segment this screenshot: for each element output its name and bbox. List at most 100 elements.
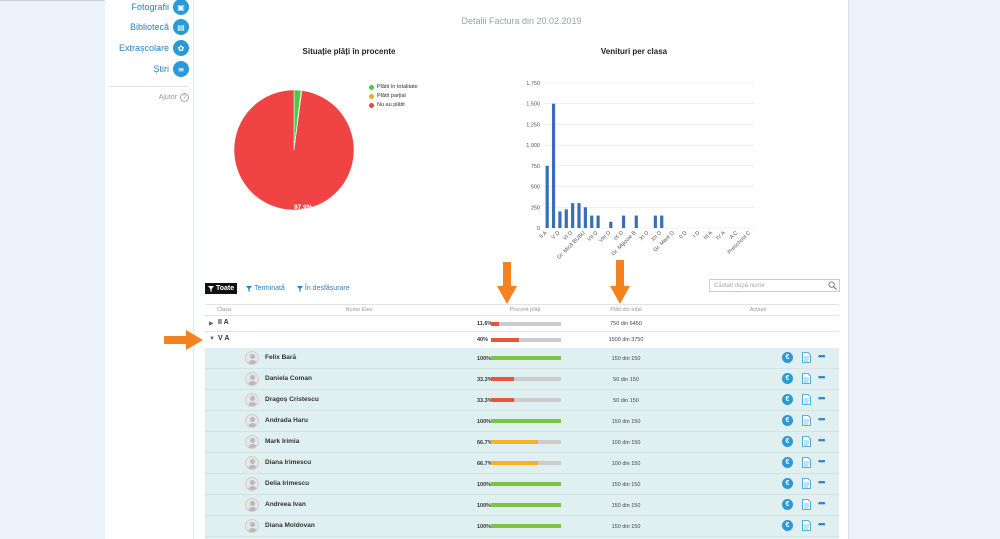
document-icon[interactable] <box>802 499 811 510</box>
more-options-button[interactable]: ••• <box>818 498 826 508</box>
document-icon[interactable] <box>802 373 811 384</box>
help-link[interactable]: Ajutor ? <box>159 93 189 102</box>
bar[interactable] <box>571 203 575 228</box>
pay-button[interactable]: € <box>782 394 793 405</box>
bar[interactable] <box>583 207 587 228</box>
more-options-button[interactable]: ••• <box>818 372 826 382</box>
more-options-button[interactable]: ••• <box>818 519 826 529</box>
student-row[interactable]: Delia Irimescu 100% 150 din 150 € ••• <box>205 474 839 495</box>
y-tick-label: 1,000 <box>526 143 540 149</box>
legend-item[interactable]: Nu au plătit <box>369 101 418 110</box>
document-icon[interactable] <box>802 394 811 405</box>
document-icon[interactable] <box>802 415 811 426</box>
student-name: Dragoș Cristescu <box>265 396 319 403</box>
student-name: Felix Bară <box>265 354 297 361</box>
student-row[interactable]: Daniela Coman 33.3% 50 din 150 € ••• <box>205 369 839 390</box>
student-row[interactable]: Diana Moldovan 100% 150 din 150 € ••• <box>205 516 839 537</box>
more-options-button[interactable]: ••• <box>818 456 826 466</box>
student-row[interactable]: Diana Irimescu 66.7% 100 din 150 € ••• <box>205 453 839 474</box>
document-icon[interactable] <box>802 352 811 363</box>
bar[interactable] <box>621 215 626 228</box>
row-divider <box>205 331 839 332</box>
pay-button[interactable]: € <box>782 499 793 510</box>
pay-button[interactable]: € <box>782 436 793 447</box>
student-progress-bar <box>491 440 561 444</box>
document-icon[interactable] <box>802 478 811 489</box>
progress-fill <box>491 338 519 342</box>
legend-item[interactable]: Plătit parțial <box>369 92 418 101</box>
pay-button[interactable]: € <box>782 478 793 489</box>
bar[interactable] <box>609 221 613 228</box>
filter-finished[interactable]: Terminată <box>243 283 288 294</box>
bar[interactable] <box>545 165 549 228</box>
student-row[interactable]: Andreea Ivan 100% 150 din 150 € ••• <box>205 495 839 516</box>
bar[interactable] <box>551 103 556 228</box>
student-row[interactable]: Mark Irimia 66.7% 100 din 150 € ••• <box>205 432 839 453</box>
bar[interactable] <box>660 215 664 228</box>
more-options-button[interactable]: ••• <box>818 435 826 445</box>
bar[interactable] <box>596 215 600 228</box>
pie-legend: Plătit în totalitate Plătit parțial Nu a… <box>369 83 418 110</box>
expand-icon[interactable]: ▶ <box>209 321 214 327</box>
pie-slice[interactable] <box>234 90 355 211</box>
bar[interactable] <box>653 215 657 228</box>
column-header-student-name[interactable]: Nume Elev <box>345 307 373 313</box>
student-total: 100 din 150 <box>611 461 641 467</box>
student-name: Delia Irimescu <box>265 480 310 487</box>
collapse-icon[interactable]: ▼ <box>209 336 215 342</box>
x-tick-label: V D <box>551 230 562 241</box>
student-row[interactable]: Andrada Haru 100% 150 din 150 € ••• <box>205 411 839 432</box>
progress-fill <box>491 377 515 381</box>
student-total: 150 din 150 <box>611 356 641 362</box>
bar[interactable] <box>558 211 562 228</box>
more-options-button[interactable]: ••• <box>818 351 826 361</box>
funnel-icon <box>208 285 214 292</box>
bar[interactable] <box>577 203 581 228</box>
sidebar-item-news[interactable]: Știri ≡ <box>154 61 189 77</box>
sidebar-item-label: Bibliotecă <box>129 22 169 32</box>
document-icon[interactable] <box>802 457 811 468</box>
class-row[interactable]: ▼ V A 40% 1500 din 3750 <box>205 332 839 347</box>
class-progress-bar <box>491 322 561 326</box>
student-row[interactable]: Dragoș Cristescu 33.3% 50 din 150 € ••• <box>205 390 839 411</box>
bar[interactable] <box>564 209 568 228</box>
search-icon[interactable] <box>828 281 837 290</box>
column-header-class[interactable]: Clasa <box>216 307 232 313</box>
pay-button[interactable]: € <box>782 373 793 384</box>
student-percent-label: 100% <box>477 503 492 509</box>
pay-button[interactable]: € <box>782 520 793 531</box>
main-panel: Detalii Factura din 20.02.2019 Situație … <box>193 0 848 539</box>
more-options-button[interactable]: ••• <box>818 393 826 403</box>
column-header-total[interactable]: Plăti din total <box>610 307 642 313</box>
document-icon[interactable] <box>802 436 811 447</box>
student-progress-bar <box>491 419 561 423</box>
filter-in-progress[interactable]: În desfășurare <box>294 283 353 294</box>
document-icon[interactable] <box>802 520 811 531</box>
pay-button[interactable]: € <box>782 352 793 363</box>
sidebar-item-label: Extrașcolare <box>118 43 169 53</box>
pay-button[interactable]: € <box>782 457 793 468</box>
legend-item[interactable]: Plătit în totalitate <box>369 83 418 92</box>
pay-button[interactable]: € <box>782 415 793 426</box>
sidebar-item-photos[interactable]: Fotografii ▣ <box>131 0 189 15</box>
sidebar-item-library[interactable]: Bibliotecă ▤ <box>130 19 189 35</box>
student-total: 50 din 150 <box>613 377 639 383</box>
bar[interactable] <box>590 215 594 228</box>
column-header-percent[interactable]: Procent plăți <box>509 307 541 313</box>
y-tick-label: 750 <box>531 164 540 170</box>
bar[interactable] <box>634 215 638 228</box>
search-input[interactable]: Căutați după nume <box>709 279 840 292</box>
student-list: Felix Bară 100% 150 din 150 € ••• Daniela Com… <box>205 348 839 539</box>
help-label: Ajutor <box>158 94 177 101</box>
more-options-button[interactable]: ••• <box>818 414 826 424</box>
more-options-button[interactable]: ••• <box>818 477 826 487</box>
class-name: V A <box>218 335 230 342</box>
filter-all[interactable]: Toate <box>205 283 238 294</box>
student-percent-label: 100% <box>477 356 492 362</box>
sidebar-item-extracurricular[interactable]: Extrașcolare ✿ <box>119 40 189 56</box>
student-row[interactable]: Felix Bară 100% 150 din 150 € ••• <box>205 348 839 369</box>
y-tick-label: 1,500 <box>526 102 540 108</box>
column-header-actions: Acțiuni <box>749 307 767 313</box>
class-row[interactable]: ▶ II A 11.6% 750 din 6450 <box>205 316 839 331</box>
